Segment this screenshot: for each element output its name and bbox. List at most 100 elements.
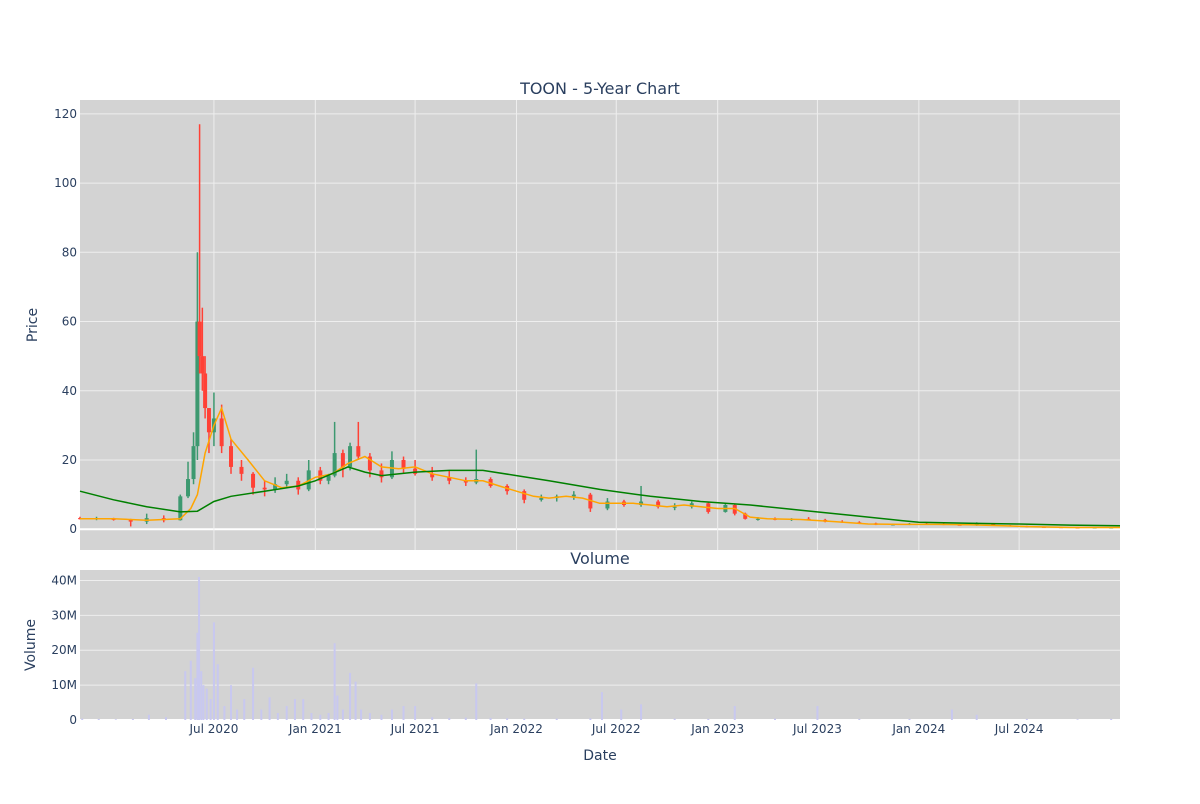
candle [348, 442, 353, 471]
volume-bar [198, 576, 201, 720]
candle-body [219, 418, 224, 447]
volume-bar [414, 706, 417, 720]
candle [239, 460, 244, 481]
volume-bar [205, 688, 208, 720]
candle-body [197, 321, 202, 357]
volume-bar [640, 704, 643, 720]
candle-body [571, 494, 576, 497]
volume-bar [1076, 719, 1079, 720]
candle [356, 421, 361, 460]
candle-body [206, 408, 211, 433]
price-y-tick-label: 60 [62, 315, 77, 329]
volume-bar [310, 713, 313, 720]
volume-bar [489, 717, 492, 720]
volume-bar [620, 709, 623, 720]
volume-bar [147, 714, 150, 720]
volume-bar [209, 699, 212, 720]
x-tick-label: Jul 2024 [994, 722, 1044, 736]
volume-bar [164, 717, 167, 720]
x-tick-label: Jul 2022 [591, 722, 641, 736]
candle [178, 494, 183, 521]
candle [262, 480, 267, 497]
volume-bar [236, 709, 239, 720]
price-y-tick-label: 80 [62, 245, 77, 259]
volume-bar [327, 713, 330, 720]
volume-bar [368, 713, 371, 720]
candle-body [239, 466, 244, 474]
volume-bar [184, 671, 187, 720]
x-tick-label: Jan 2022 [489, 722, 543, 736]
candle [191, 432, 196, 485]
volume-y-tick-labels: 0 10M 20M 30M 40M [51, 573, 77, 727]
candle [251, 472, 256, 495]
volume-bar [349, 672, 352, 720]
volume-bar [212, 622, 215, 720]
candle [401, 456, 406, 474]
series-line [80, 405, 1120, 529]
candle-body [656, 501, 661, 507]
x-tick-label: Jul 2021 [390, 722, 440, 736]
volume-y-tick-label: 10M [51, 678, 77, 692]
volume-y-tick-label: 30M [51, 608, 77, 622]
volume-bar [380, 714, 383, 720]
candle-body [367, 456, 372, 471]
volume-bar [81, 718, 84, 720]
x-tick-label: Jul 2023 [792, 722, 842, 736]
volume-y-tick-label: 40M [51, 573, 77, 587]
volume-bar [223, 706, 226, 720]
volume-bar [194, 678, 197, 720]
volume-bar [773, 718, 776, 720]
price-y-tick-label: 20 [62, 453, 77, 467]
x-tick-label: Jan 2024 [891, 722, 945, 736]
candle [332, 421, 337, 478]
candle-body [522, 491, 527, 500]
volume-bar [243, 699, 246, 720]
volume-bar [858, 718, 861, 720]
candle-body [296, 480, 301, 490]
candle-body [178, 496, 183, 521]
volume-bar [131, 718, 134, 720]
price-y-axis-label: Price [25, 308, 41, 342]
volume-bar [390, 709, 393, 720]
volume-bar [260, 709, 263, 720]
candle-body [200, 356, 205, 374]
candle [200, 307, 205, 391]
candle [639, 485, 644, 507]
candle-body [273, 484, 278, 490]
candle-body [262, 487, 267, 490]
candle-body [195, 321, 200, 447]
volume-bar [589, 718, 592, 720]
volume-bar [230, 685, 233, 720]
candle-body [251, 473, 256, 488]
candle-body [539, 498, 544, 500]
candle-body [191, 446, 196, 480]
candle-body [401, 460, 406, 469]
price-y-tick-label: 40 [62, 384, 77, 398]
volume-bar [293, 699, 296, 720]
candle-body [991, 523, 996, 526]
volume-bar [475, 683, 478, 720]
volume-y-tick-label: 0 [69, 713, 77, 727]
volume-bar [114, 719, 117, 720]
x-tick-labels: Jul 2020 Jan 2021 Jul 2021 Jan 2022 Jul 2022… [189, 722, 1044, 736]
volume-bar [354, 681, 357, 720]
candle [284, 473, 289, 488]
candle [203, 356, 208, 419]
candle [539, 494, 544, 502]
volume-bar [1110, 718, 1113, 720]
candle-body [340, 453, 345, 467]
x-tick-label: Jul 2020 [189, 722, 239, 736]
price-y-tick-label: 100 [54, 176, 77, 190]
candle-body [447, 477, 452, 481]
candle [340, 449, 345, 478]
x-tick-label: Jan 2023 [690, 722, 744, 736]
candle [206, 408, 211, 454]
volume-bar [448, 717, 451, 720]
volume-bars [81, 576, 1113, 720]
candle-body [463, 480, 468, 483]
volume-bar [506, 718, 509, 720]
candle [588, 492, 593, 512]
candle [689, 501, 694, 509]
